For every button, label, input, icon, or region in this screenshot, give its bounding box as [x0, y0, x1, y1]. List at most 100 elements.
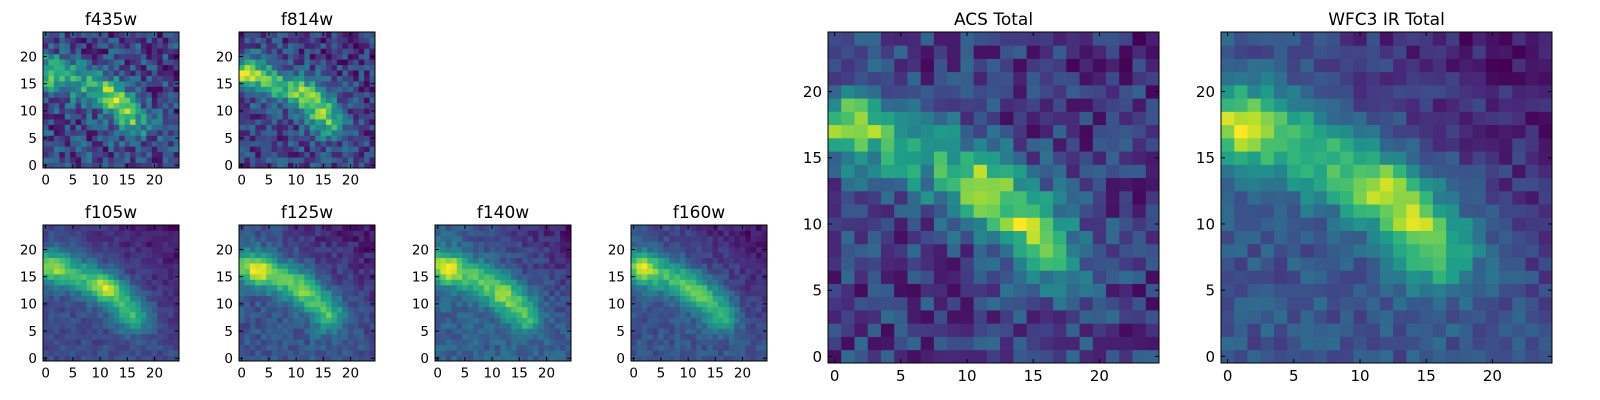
heatmap-cell — [113, 279, 120, 286]
heatmap-cell — [173, 151, 180, 158]
heatmap-cell — [1340, 270, 1354, 284]
heatmap-cell — [440, 252, 447, 259]
heatmap-cell — [135, 257, 142, 264]
axes-frame — [42, 224, 180, 362]
heatmap-cell — [97, 317, 104, 324]
heatmap-cell — [652, 284, 659, 291]
heatmap-cell — [1119, 45, 1133, 59]
heatmap-cell — [718, 306, 724, 313]
heatmap-cell — [59, 273, 66, 280]
heatmap-cell — [135, 157, 142, 163]
heatmap-cell — [336, 80, 343, 87]
heatmap-cell — [1053, 71, 1067, 86]
heatmap-cell — [70, 230, 77, 237]
heatmap-cell — [685, 301, 692, 307]
heatmap-cell — [1459, 230, 1473, 245]
heatmap-cell — [1013, 177, 1027, 192]
heatmap-cell — [1092, 204, 1107, 218]
heatmap-cell — [108, 295, 115, 302]
heatmap-cell — [641, 344, 648, 351]
heatmap-cell — [456, 295, 463, 302]
heatmap-cell — [867, 310, 882, 324]
heatmap-cell — [1132, 310, 1147, 324]
heatmap-cell — [255, 252, 262, 259]
heatmap-cell — [718, 273, 724, 280]
heatmap-cell — [320, 252, 327, 259]
heatmap-cell — [97, 80, 104, 87]
heatmap-cell — [168, 350, 174, 356]
heatmap-cell — [647, 350, 654, 356]
heatmap-cell — [266, 257, 273, 264]
heatmap-cell — [652, 317, 659, 324]
heatmap-cell — [287, 32, 294, 38]
heatmap-cell — [320, 273, 327, 280]
x-tick-label: 5 — [461, 366, 470, 382]
heatmap-cell — [750, 273, 757, 280]
heatmap-cell — [500, 284, 507, 291]
heatmap-cell — [1273, 177, 1288, 192]
heatmap-cell — [162, 339, 169, 346]
y-tick-label: 20 — [20, 242, 37, 258]
heatmap-cell — [81, 290, 87, 297]
heatmap-cell — [353, 146, 360, 153]
heatmap-cell — [489, 339, 496, 346]
heatmap-cell — [331, 317, 338, 324]
heatmap-cell — [304, 42, 311, 49]
heatmap-cell — [309, 333, 316, 340]
heatmap-cell — [690, 246, 697, 253]
heatmap-cell — [369, 284, 376, 291]
heatmap-cell — [130, 140, 136, 147]
heatmap-cell — [282, 273, 289, 280]
heatmap-cell — [146, 268, 153, 275]
heatmap-cell — [516, 322, 523, 329]
heatmap-cell — [130, 91, 136, 98]
heatmap-cell — [947, 270, 961, 284]
heatmap-cell — [162, 37, 169, 44]
heatmap-cell — [298, 252, 305, 259]
heatmap-cell — [505, 339, 512, 346]
heatmap-cell — [244, 146, 251, 153]
heatmap-cell — [538, 246, 545, 253]
heatmap-cell — [53, 328, 60, 335]
heatmap-cell — [1379, 190, 1394, 205]
heatmap-cell — [244, 284, 251, 291]
heatmap-cell — [973, 151, 988, 165]
heatmap-cell — [135, 146, 142, 153]
heatmap-cell — [43, 252, 49, 259]
heatmap-cell — [364, 75, 370, 82]
heatmap-cell — [641, 273, 648, 280]
heatmap-cell — [960, 310, 975, 324]
heatmap-cell — [1039, 111, 1054, 126]
heatmap-cell — [960, 45, 975, 59]
heatmap-cell — [249, 344, 256, 351]
heatmap-cell — [1092, 270, 1107, 284]
heatmap-cell — [140, 129, 147, 136]
heatmap-cell — [266, 263, 273, 269]
heatmap-cell — [761, 344, 768, 351]
heatmap-cell — [168, 135, 174, 142]
heatmap-cell — [549, 328, 556, 335]
heatmap-cell — [239, 59, 245, 66]
heatmap-cell — [43, 75, 49, 82]
heatmap-cell — [277, 284, 283, 291]
heatmap-cell — [1026, 243, 1041, 258]
heatmap-cell — [260, 157, 267, 163]
heatmap-cell — [636, 273, 643, 280]
heatmap-cell — [342, 312, 349, 318]
heatmap-cell — [723, 284, 730, 291]
heatmap-cell — [1039, 124, 1054, 139]
heatmap-cell — [336, 119, 343, 125]
heatmap-cell — [728, 241, 735, 248]
heatmap-cell — [64, 317, 71, 324]
heatmap-cell — [48, 344, 55, 351]
heatmap-cell — [364, 235, 370, 242]
heatmap-cell — [986, 45, 1001, 59]
heatmap-cell — [516, 328, 523, 335]
heatmap-cell — [1525, 257, 1540, 271]
heatmap-cell — [358, 70, 365, 76]
heatmap-cell — [739, 241, 746, 248]
heatmap-cell — [282, 124, 289, 131]
heatmap-cell — [1079, 230, 1094, 245]
